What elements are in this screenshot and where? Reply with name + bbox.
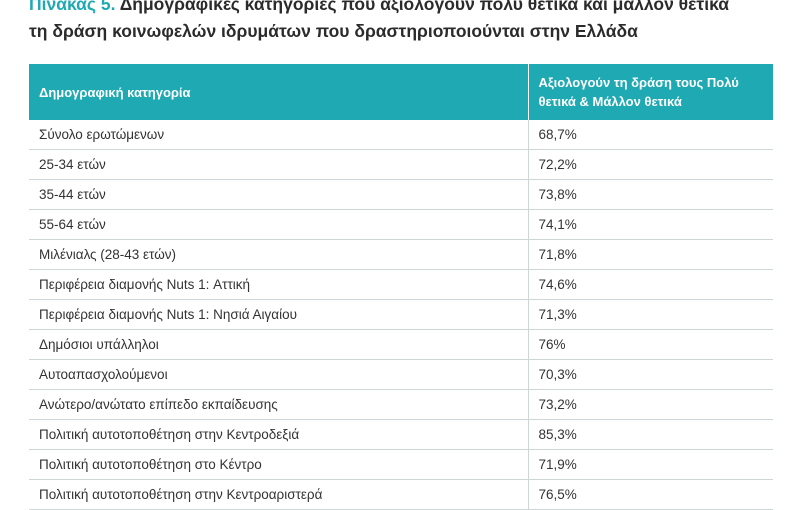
value-cell: 73,8% [528,179,773,210]
value-cell: 71,8% [528,239,773,270]
header-rating: Αξιολογούν τη δράση τους Πολύ θετικά & Μ… [528,64,773,120]
category-cell: 55-64 ετών [29,209,529,240]
title-line-1: Πίνακας 5. Δημογραφικές κατηγορίες που α… [29,0,789,18]
table-row: Ανώτερο/ανώτατο επίπεδο εκπαίδευσης 73,2% [29,389,773,420]
header-category: Δημογραφική κατηγορία [29,64,529,120]
demographics-table: Δημογραφική κατηγορία Αξιολογούν τη δράσ… [29,64,773,510]
table-number: Πίνακας 5. [29,0,116,14]
category-cell: Ανώτερο/ανώτατο επίπεδο εκπαίδευσης [29,389,529,420]
value-cell: 85,3% [528,419,773,450]
category-cell: Περιφέρεια διαμονής Nuts 1: Νησιά Αιγαίο… [29,299,529,330]
category-cell: Πολιτική αυτοτοποθέτηση στην Κεντροαριστ… [29,479,529,510]
table-row: Περιφέρεια διαμονής Nuts 1: Νησιά Αιγαίο… [29,299,773,330]
value-cell: 71,3% [528,299,773,330]
category-cell: Δημόσιοι υπάλληλοι [29,329,529,360]
table-title: Πίνακας 5. Δημογραφικές κατηγορίες που α… [29,0,789,45]
table-row: 25-34 ετών 72,2% [29,149,773,180]
value-cell: 74,6% [528,269,773,300]
category-cell: Περιφέρεια διαμονής Nuts 1: Αττική [29,269,529,300]
table-row: Περιφέρεια διαμονής Nuts 1: Αττική 74,6% [29,269,773,300]
value-cell: 76,5% [528,479,773,510]
category-cell: Πολιτική αυτοτοποθέτηση στην Κεντροδεξιά [29,419,529,450]
category-cell: Αυτοαπασχολούμενοι [29,359,529,390]
value-cell: 74,1% [528,209,773,240]
category-cell: 25-34 ετών [29,149,529,180]
title-text-1: Δημογραφικές κατηγορίες που αξιολογούν π… [119,0,730,14]
title-line-2: τη δράση κοινωφελών ιδρυμάτων που δραστη… [29,21,638,41]
value-cell: 70,3% [528,359,773,390]
table-row: Μιλένιαλς (28-43 ετών) 71,8% [29,239,773,270]
category-cell: Μιλένιαλς (28-43 ετών) [29,239,529,270]
value-cell: 71,9% [528,449,773,480]
value-cell: 76% [528,329,773,360]
table-row: Δημόσιοι υπάλληλοι 76% [29,329,773,360]
category-cell: Σύνολο ερωτώμενων [29,120,529,150]
table-row: Πολιτική αυτοτοποθέτηση στο Κέντρο 71,9% [29,449,773,480]
table-row: Σύνολο ερωτώμενων 68,7% [29,120,773,150]
category-cell: 35-44 ετών [29,179,529,210]
category-cell: Πολιτική αυτοτοποθέτηση στο Κέντρο [29,449,529,480]
table-row: 35-44 ετών 73,8% [29,179,773,210]
table-row: Πολιτική αυτοτοποθέτηση στην Κεντροαριστ… [29,479,773,510]
table-row: Πολιτική αυτοτοποθέτηση στην Κεντροδεξιά… [29,419,773,450]
header-row: Δημογραφική κατηγορία Αξιολογούν τη δράσ… [29,64,773,120]
value-cell: 72,2% [528,149,773,180]
table-row: Αυτοαπασχολούμενοι 70,3% [29,359,773,390]
value-cell: 68,7% [528,120,773,150]
value-cell: 73,2% [528,389,773,420]
table-row: 55-64 ετών 74,1% [29,209,773,240]
